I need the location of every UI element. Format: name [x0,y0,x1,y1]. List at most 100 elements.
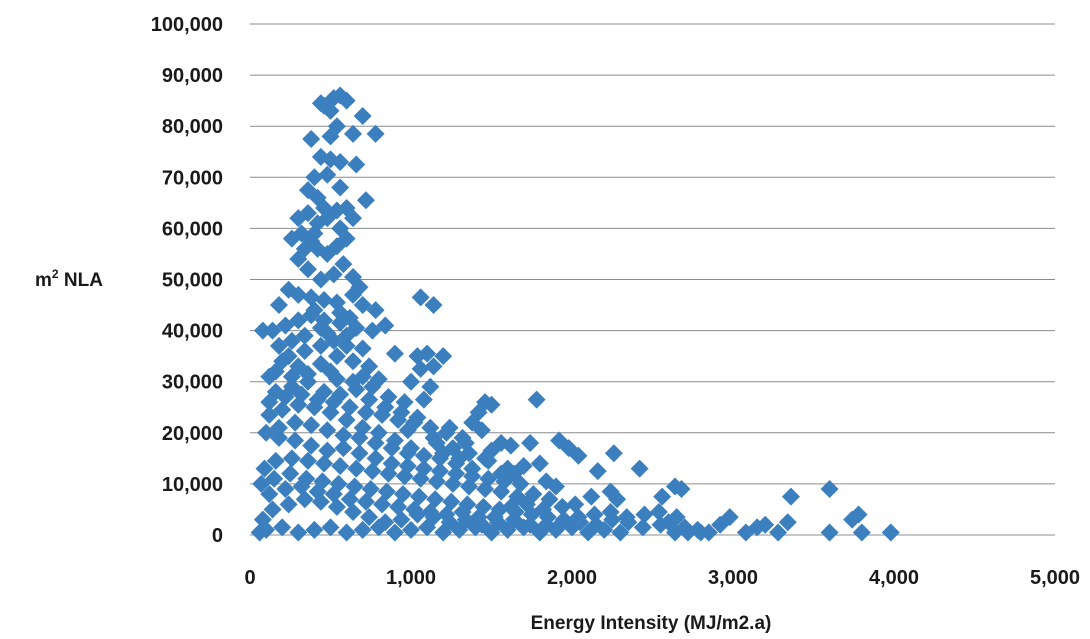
data-point [418,344,437,363]
data-point [311,336,330,355]
data-point [281,464,300,483]
data-point [456,510,475,529]
data-point [579,523,598,542]
y-tick-label: 100,000 [151,14,223,36]
data-point [350,444,369,463]
data-point [318,165,337,184]
data-point [315,290,334,309]
data-point [469,508,488,527]
data-point [453,503,472,522]
data-point [430,449,449,468]
data-point [295,490,314,509]
data-point [360,390,379,409]
data-point [434,347,453,366]
data-point [337,411,356,430]
y-tick-label: 10,000 [162,474,223,496]
data-point [617,508,636,527]
data-point [534,500,553,519]
data-point [337,336,356,355]
x-tick-label: 0 [244,567,255,589]
x-axis-title: Energy Intensity (MJ/m2.a) [531,613,772,634]
data-point [398,421,417,440]
data-point [527,390,546,409]
data-point [315,198,334,217]
data-point [546,477,565,496]
data-point [286,413,305,432]
data-point [302,288,321,307]
data-point [385,523,404,542]
data-point [476,449,495,468]
data-point [253,321,272,340]
data-point [402,520,420,539]
data-point [521,515,540,534]
data-point [517,495,536,514]
data-point [344,209,363,228]
data-point [604,444,623,463]
data-point [305,520,324,539]
data-point [340,398,359,417]
data-point [376,398,395,417]
data-point [302,129,321,148]
data-point [366,434,385,453]
data-point [353,106,372,125]
data-point [363,377,382,396]
data-point [530,454,549,473]
data-point [633,518,652,537]
data-point [398,444,417,463]
data-point [463,459,482,478]
data-point [482,395,501,414]
data-point [260,393,279,412]
data-point [414,390,433,409]
data-point [353,339,372,358]
data-point [376,513,395,532]
data-point [421,503,440,522]
data-point [492,482,511,501]
data-point [282,367,301,386]
data-point [305,224,324,243]
data-point [273,518,292,537]
data-point [324,485,343,504]
data-point [308,482,327,501]
data-point [485,508,504,527]
data-point [366,449,385,468]
data-point [266,451,285,470]
data-point [720,508,739,527]
data-point [331,152,350,171]
data-point [820,523,839,542]
data-point [324,265,343,284]
x-tick-label: 2,000 [547,567,597,589]
data-point [506,503,525,522]
data-point [308,390,327,409]
data-point [321,518,340,537]
data-point [282,449,301,468]
data-point [318,324,337,343]
data-point [298,260,317,279]
data-point [595,520,614,539]
data-point [608,490,627,509]
data-point [321,101,340,120]
data-point [537,515,556,534]
data-point [302,416,321,435]
data-point [298,204,317,223]
data-point [376,316,395,335]
data-point [635,505,654,524]
data-point [492,464,511,483]
data-point [756,515,775,534]
data-point [363,462,382,481]
data-point [327,370,346,389]
y-tick-label: 40,000 [162,321,223,343]
data-point [585,505,604,524]
data-point [360,357,379,376]
data-point [276,480,295,499]
data-point [405,500,424,519]
data-points [250,86,900,542]
y-tick-label: 60,000 [162,218,223,240]
data-point [881,523,900,542]
data-point [311,354,330,373]
data-point [260,405,279,424]
data-point [382,439,401,458]
data-point [458,495,477,514]
data-point [379,464,398,483]
data-point [437,505,456,524]
